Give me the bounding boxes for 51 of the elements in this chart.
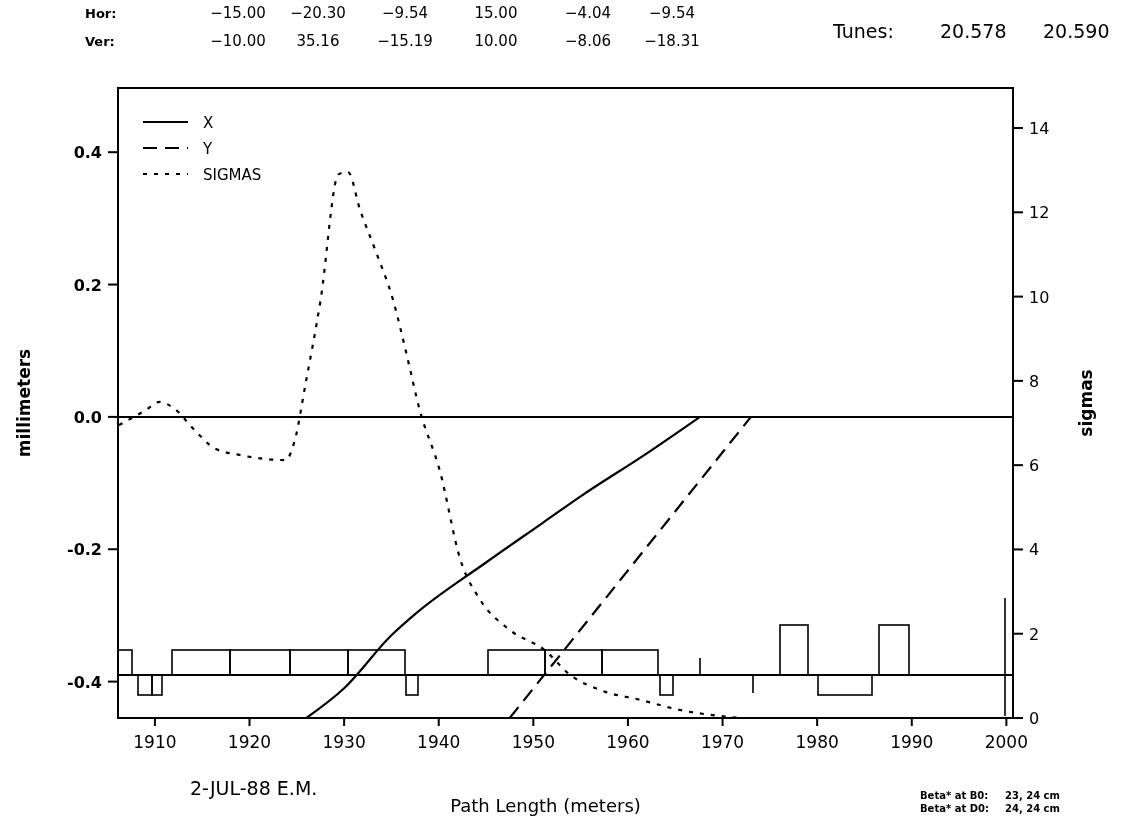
- text: Beta* at D0:: [920, 803, 989, 814]
- x-tick-label: 1930: [322, 732, 366, 752]
- text: −9.54: [649, 4, 695, 22]
- text: 24, 24 cm: [1005, 803, 1060, 814]
- x-tick-label: 1990: [890, 732, 934, 752]
- text: −20.30: [290, 4, 346, 22]
- y-tick-label: 0.0: [73, 407, 102, 427]
- text: −10.00: [210, 32, 266, 50]
- text: −18.31: [644, 32, 700, 50]
- legend-label: Y: [202, 140, 213, 158]
- x-tick-label: 1970: [700, 732, 745, 752]
- y-axis-title: millimeters: [14, 348, 34, 458]
- text: 35.16: [296, 32, 340, 50]
- text: −15.00: [210, 4, 266, 22]
- text: 20.578: [940, 20, 1007, 42]
- legend-label: X: [203, 114, 214, 132]
- text: Tunes:: [832, 20, 894, 42]
- y-tick-label: -0.2: [67, 540, 102, 560]
- text: 10.00: [474, 32, 518, 50]
- text: Beta* at B0:: [920, 790, 989, 801]
- x-tick-label: 1960: [606, 732, 650, 752]
- y2-tick-label: 8: [1029, 371, 1040, 391]
- x-tick-label: 1940: [417, 732, 461, 752]
- text: 15.00: [474, 4, 518, 22]
- y2-tick-label: 14: [1029, 119, 1050, 139]
- text: −9.54: [382, 4, 428, 22]
- text: 23, 24 cm: [1005, 790, 1060, 801]
- y-tick-label: 0.4: [73, 143, 102, 163]
- text: −8.06: [565, 32, 611, 50]
- text: −15.19: [377, 32, 433, 50]
- text: −4.04: [565, 4, 611, 22]
- y2-axis-title: sigmas: [1076, 369, 1096, 437]
- x-tick-label: 1980: [795, 732, 839, 752]
- x-tick-label: 1910: [133, 732, 177, 752]
- y2-tick-label: 0: [1029, 709, 1040, 728]
- y2-tick-label: 6: [1029, 456, 1040, 476]
- text: Ver:: [85, 34, 115, 49]
- x-tick-label: 1920: [227, 732, 272, 752]
- text: 2-JUL-88 E.M.: [190, 777, 318, 799]
- y2-tick-label: 2: [1029, 624, 1040, 644]
- legend-label: SIGMAS: [203, 166, 262, 184]
- x-tick-label: 2000: [984, 732, 1029, 752]
- y2-tick-label: 12: [1029, 203, 1050, 223]
- x-axis-title: Path Length (meters): [450, 795, 641, 816]
- y2-tick-label: 4: [1029, 540, 1040, 560]
- y-tick-label: -0.4: [67, 672, 102, 692]
- text: 20.590: [1043, 20, 1110, 42]
- x-tick-label: 1950: [511, 732, 555, 752]
- text: Hor:: [85, 6, 117, 21]
- y2-tick-label: 10: [1029, 287, 1050, 307]
- y-tick-label: 0.2: [73, 275, 102, 295]
